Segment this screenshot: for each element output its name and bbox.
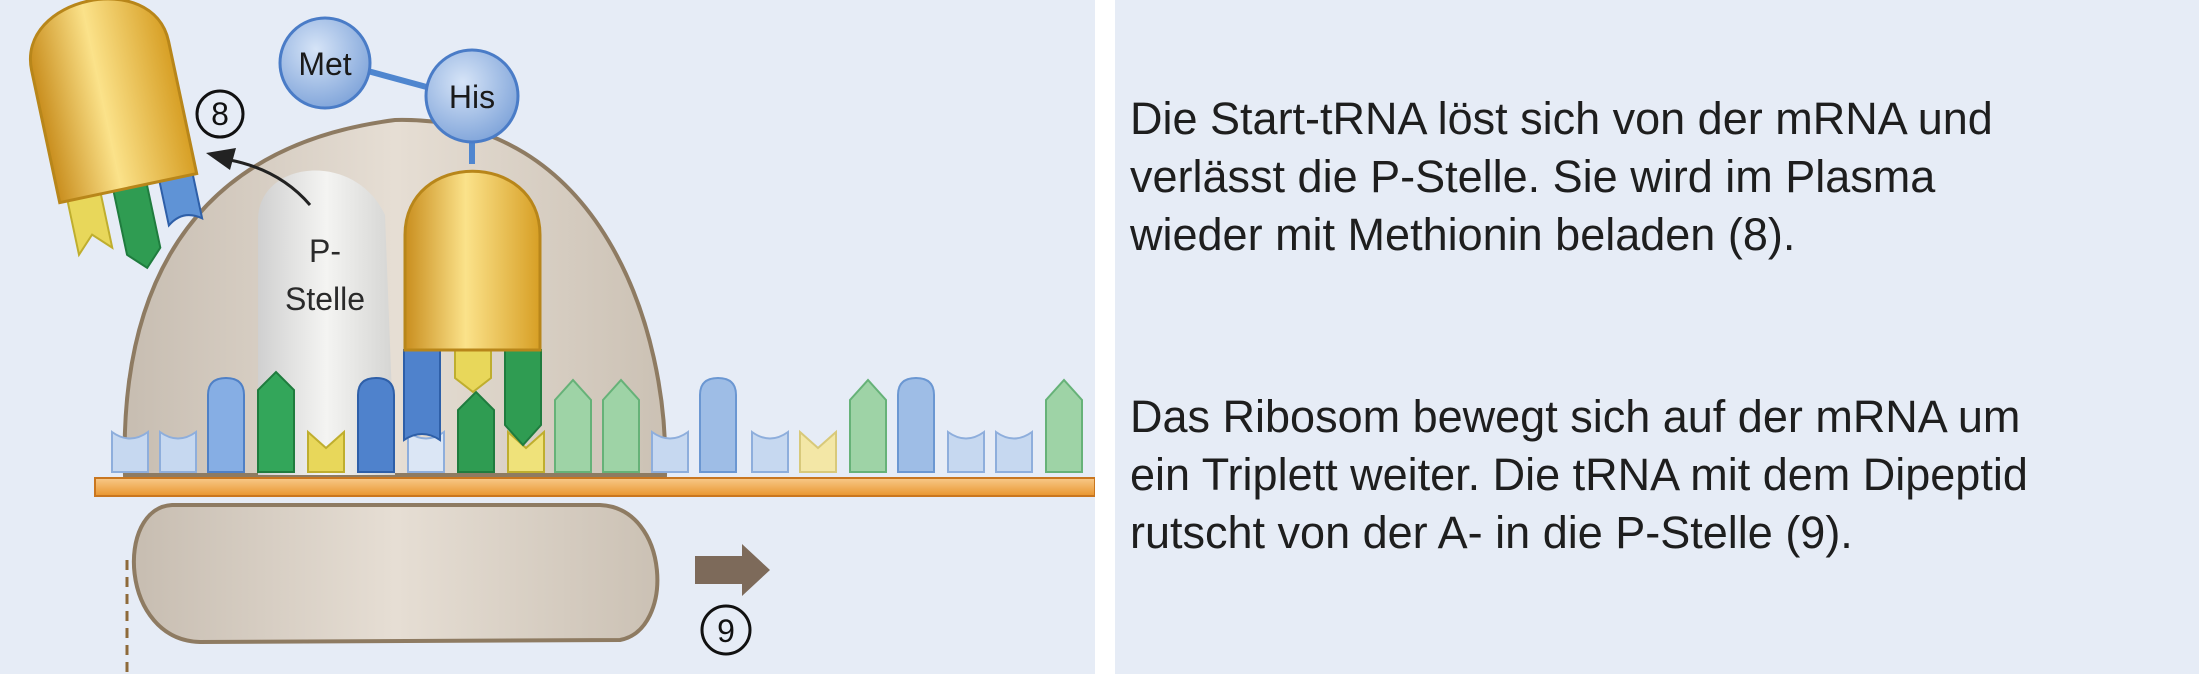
amino-acid-met: Met [278, 16, 372, 110]
step-9-line-3: rutscht von der A- in die P-Stelle (9). [1130, 507, 1853, 558]
step-8-line-3: wieder mit Methionin beladen (8). [1130, 209, 1796, 260]
small-ribosome-subunit [132, 503, 660, 645]
amino-acid-his: His [424, 48, 520, 144]
step-marker-9: 9 [700, 604, 752, 656]
step-9-line-2: ein Triplett weiter. Die tRNA mit dem Di… [1130, 449, 2028, 500]
step-8-line-1: Die Start-tRNA löst sich von der mRNA un… [1130, 93, 1993, 144]
trna-exit-arrow [229, 158, 312, 206]
step-marker-9-label: 9 [717, 613, 735, 649]
p-site-label-line-2: Stelle [285, 281, 365, 317]
trna-exit-arrowhead [206, 148, 236, 170]
step-8-line-2: verlässt die P-Stelle. Sie wird im Plasm… [1130, 151, 1936, 202]
step-8-description: Die Start-tRNA löst sich von der mRNA un… [1130, 90, 2190, 264]
p-site-label-line-1: P- [309, 233, 341, 269]
mrna-bases [111, 370, 1083, 473]
trna-dipeptide [403, 130, 542, 447]
amino-acid-met-label: Met [298, 46, 351, 82]
step-marker-8: 8 [195, 89, 245, 139]
ribosome-move-arrow [695, 544, 770, 596]
step-marker-8-label: 8 [211, 96, 229, 132]
step-9-line-1: Das Ribosom bewegt sich auf der mRNA um [1130, 391, 2021, 442]
amino-acid-his-label: His [449, 79, 495, 115]
mrna-strand [94, 477, 1095, 497]
step-9-description: Das Ribosom bewegt sich auf der mRNA um … [1130, 388, 2190, 562]
released-start-trna [28, 0, 204, 270]
explanation-panel: Die Start-tRNA löst sich von der mRNA un… [1115, 0, 2199, 674]
ribosome-translation-diagram: P- Stelle [0, 0, 1095, 674]
